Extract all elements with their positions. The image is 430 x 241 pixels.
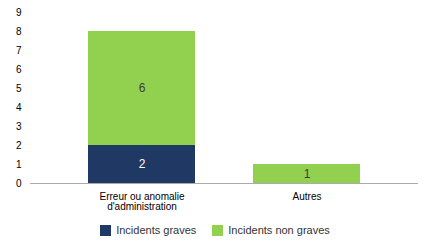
svg-text:7: 7 (16, 45, 22, 56)
html-text:Incidents non graves: Incidents non graves (228, 224, 330, 236)
svg-text:9: 9 (16, 7, 22, 18)
svg-text:Erreur ou anomalied'administra: Erreur ou anomalied'administration (99, 191, 184, 212)
svg-text:6: 6 (16, 64, 22, 75)
svg-text:8: 8 (16, 26, 22, 37)
svg-text:5: 5 (16, 83, 22, 94)
svg-text:2: 2 (16, 140, 22, 151)
svg-text:6: 6 (139, 81, 146, 95)
svg-text:1: 1 (16, 159, 22, 170)
svg-text:2: 2 (139, 157, 146, 171)
html-text:Incidents graves: Incidents graves (116, 224, 197, 236)
svg-text:0: 0 (16, 178, 22, 189)
svg-text:Autres: Autres (293, 191, 322, 202)
svg-text:4: 4 (16, 102, 22, 113)
svg-text:3: 3 (16, 121, 22, 132)
svg-text:1: 1 (304, 167, 311, 181)
